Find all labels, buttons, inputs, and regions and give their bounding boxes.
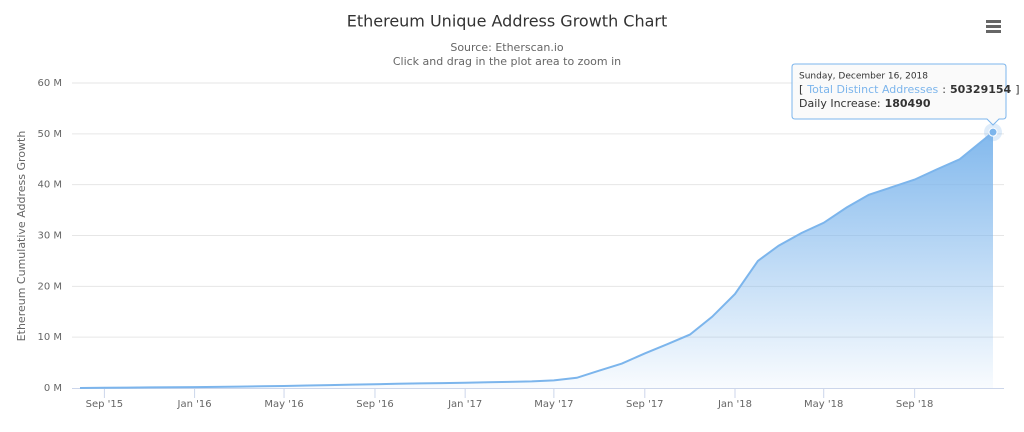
tooltip-box	[791, 63, 1007, 126]
tooltip-daily-value: 180490	[885, 97, 931, 110]
tooltip-bracket: [	[799, 83, 803, 96]
x-tick-label: May '18	[804, 399, 843, 410]
x-tick-label: Sep '18	[896, 399, 934, 410]
tooltip-daily-label: Daily Increase:	[799, 97, 881, 110]
x-tick-label: May '16	[264, 399, 303, 410]
menu-bar	[986, 25, 1001, 28]
x-tick-label: Jan '17	[447, 399, 482, 410]
area	[80, 132, 993, 388]
y-axis-title: Ethereum Cumulative Address Growth	[15, 131, 28, 342]
x-tick-label: Jan '16	[177, 399, 212, 410]
tooltip-line: [Total Distinct Addresses:50329154]	[799, 83, 1020, 96]
hover-marker	[988, 127, 998, 137]
y-tick-label: 10 M	[37, 332, 62, 343]
chart-subtitle: Click and drag in the plot area to zoom …	[393, 55, 621, 68]
chart-title: Ethereum Unique Address Growth Chart	[347, 12, 668, 31]
menu-bar	[986, 20, 1001, 23]
tooltip-line: Daily Increase: 180490	[799, 97, 931, 110]
x-tick-label: Sep '15	[86, 399, 124, 410]
tooltip-date: Sunday, December 16, 2018	[799, 72, 928, 82]
tooltip: Sunday, December 16, 2018 [Total Distinc…	[791, 63, 1020, 126]
y-tick-label: 60 M	[37, 78, 62, 89]
y-tick-label: 50 M	[37, 129, 62, 140]
menu-button[interactable]	[986, 20, 1001, 33]
tooltip-separator: :	[942, 83, 946, 96]
y-tick-label: 20 M	[37, 281, 62, 292]
line	[79, 131, 994, 389]
chart-subtitle: Source: Etherscan.io	[450, 41, 564, 54]
tooltip-series: Total Distinct Addresses	[806, 83, 938, 96]
y-tick-label: 40 M	[37, 180, 62, 191]
tooltip-value: 50329154	[950, 83, 1012, 96]
menu-bar	[986, 30, 1001, 33]
x-tick-label: May '17	[534, 399, 573, 410]
x-tick-label: Sep '16	[356, 399, 394, 410]
x-tick-label: Sep '17	[626, 399, 664, 410]
y-tick-label: 30 M	[37, 231, 62, 242]
tooltip-bracket: ]	[1015, 83, 1019, 96]
y-tick-label: 0 M	[44, 383, 62, 394]
x-tick-label: Jan '18	[717, 399, 752, 410]
plot-area: 0 M 10 M 20 M 30 M 40 M 50 M 60 M Sep '15 Jan '1…	[37, 78, 1004, 410]
